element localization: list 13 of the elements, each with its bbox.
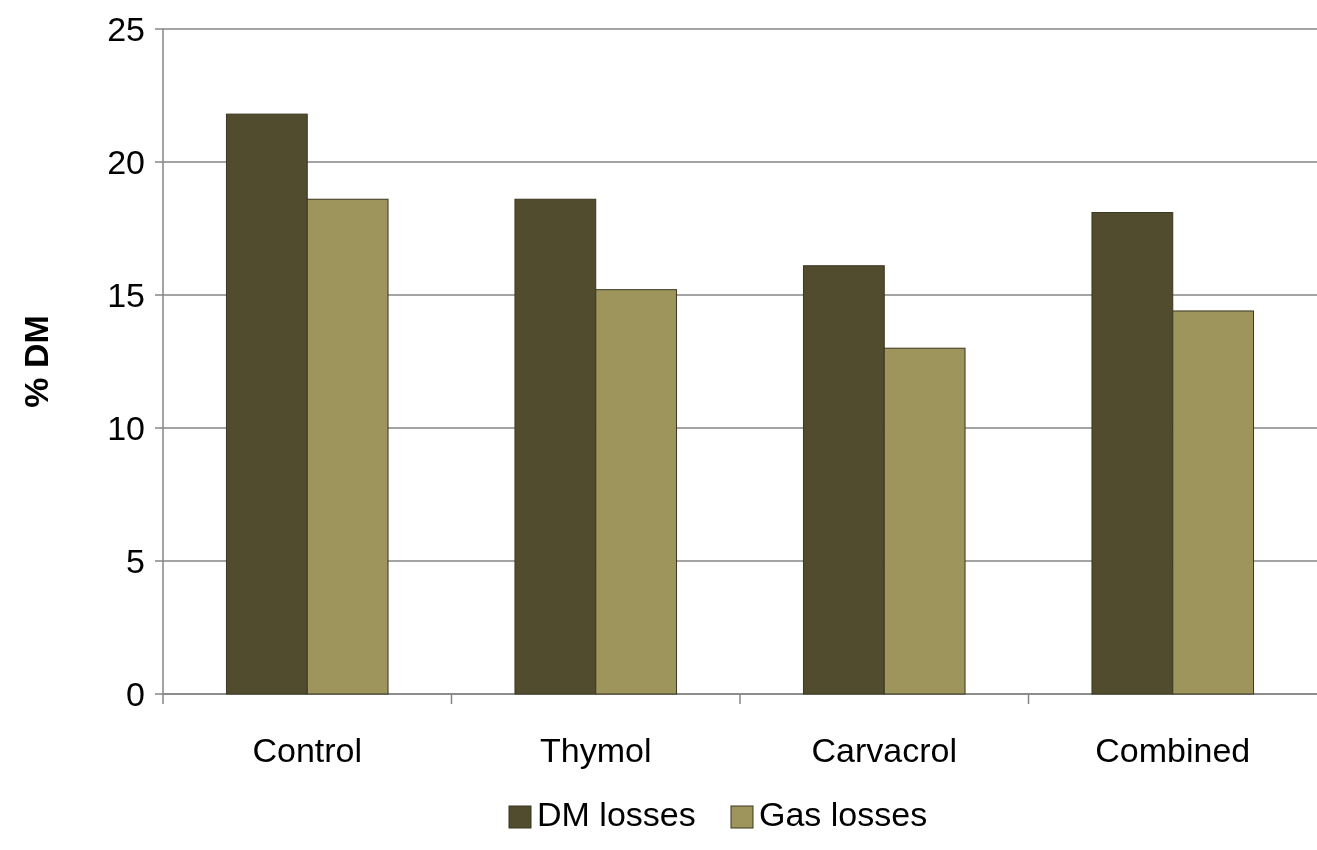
y-tick-label: 5 <box>126 541 145 580</box>
y-tick-label: 10 <box>107 408 145 447</box>
y-tick-label: 15 <box>107 275 145 314</box>
x-tick-label: Control <box>252 731 363 769</box>
legend-label: DM losses <box>537 795 696 833</box>
y-axis-title: % DM <box>17 315 55 408</box>
legend-label: Gas losses <box>759 795 928 833</box>
y-tick-label: 25 <box>107 9 145 48</box>
x-tick-label: Thymol <box>540 731 652 769</box>
x-tick-label: Combined <box>1095 731 1251 769</box>
y-tick-label: 0 <box>126 674 145 713</box>
y-tick-label: 20 <box>107 142 145 181</box>
x-tick-label: Carvacrol <box>811 731 957 769</box>
